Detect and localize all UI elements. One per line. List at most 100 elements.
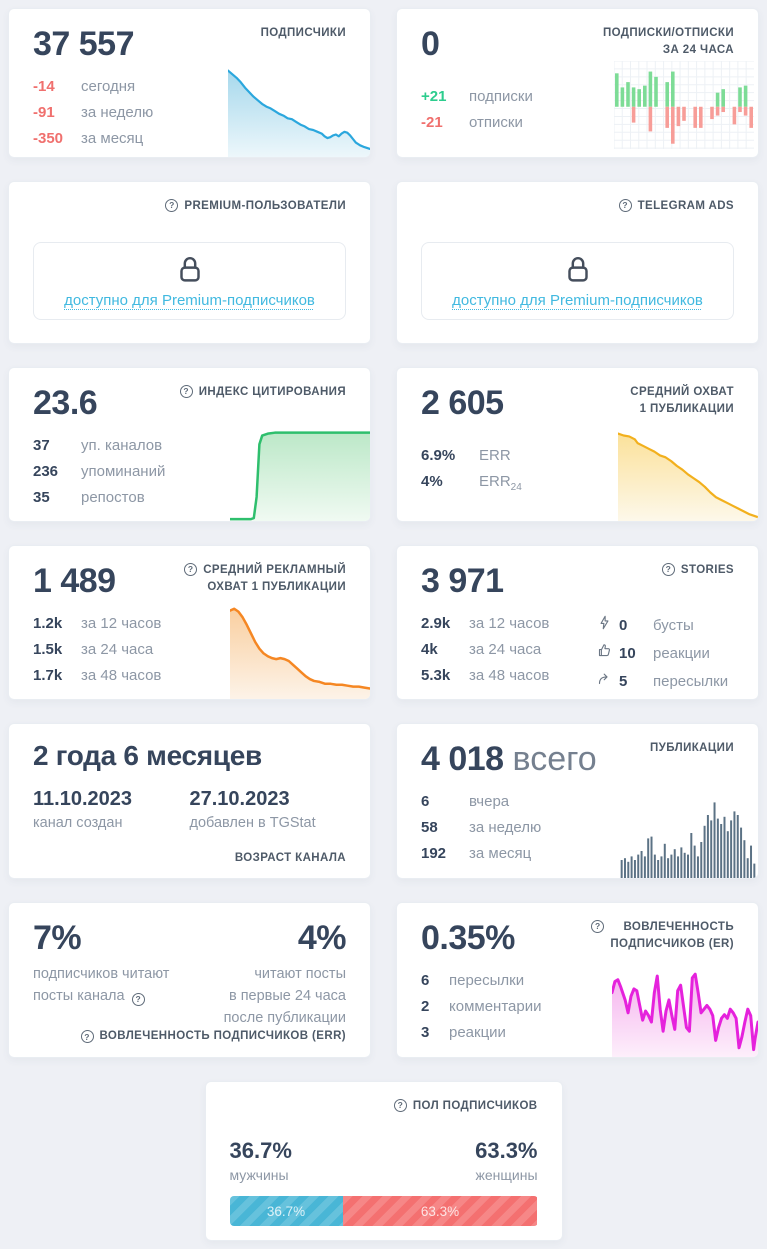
stories-card: 3 971 STORIES 2.9k за 12 часов 4k за 24 … [396,545,759,700]
help-icon[interactable] [184,563,198,576]
stat-row: 10 реакции [597,643,728,662]
help-icon[interactable] [661,563,675,576]
stat-row: -21 отписки [421,114,734,131]
help-icon[interactable] [179,385,193,398]
stat-label: за 24 часа [469,641,542,659]
stat-row: 192 за месяц [421,845,734,862]
telegram-ads-card-title: TELEGRAM ADS [618,198,734,215]
avg-reach-stats: 6.9% ERR 4% ERR24 [421,447,734,493]
card-title-line2: ПОДПИСЧИКОВ (ER) [610,938,734,951]
subs-unsubs-stats: +21 подписки -21 отписки [421,88,734,131]
premium-subscription-link[interactable]: доступно для Premium-подписчиков [452,292,703,309]
channel-added-date: 27.10.2023 [189,788,290,810]
stat-label: за месяц [469,845,532,863]
footer-label: ВОЗРАСТ КАНАЛА [234,852,346,864]
avg-reach-chart [618,426,758,521]
male-label: мужчины [229,1167,289,1183]
stat-value: 5 [619,673,628,691]
stat-row: 2 комментарии [421,998,734,1015]
stat-value: 6 [421,793,430,811]
stat-label: за 24 часа [81,641,154,659]
card-title-label: ПОДПИСЧИКИ [260,27,346,39]
stat-label: уп. каналов [81,437,163,455]
channel-created-block: 11.10.2023 канал создан [33,788,190,831]
err-left-label: подписчиков читают посты канала [33,964,169,1008]
stories-views-stats: 2.9k за 12 часов 4k за 24 часа 5.3k за 4… [421,615,571,690]
help-icon[interactable] [80,1030,94,1043]
err-left-value: 7% [33,919,82,957]
subscribers-card: 37 557 ПОДПИСЧИКИ -14 сегодня -91 за нед… [8,8,371,158]
card-title-label: ПОЛ ПОДПИСЧИКОВ [412,1100,538,1112]
help-icon[interactable] [393,1099,407,1112]
help-icon[interactable] [618,199,632,212]
lock-icon [179,257,200,282]
stat-row: 2.9k за 12 часов [421,615,571,632]
stat-value: 1.5k [33,641,63,659]
gender-bar-female-segment: 63.3% [342,1196,538,1226]
stat-label: комментарии [449,998,542,1016]
citation-index-card: 23.6 ИНДЕКС ЦИТИРОВАНИЯ 37 уп. каналов 2… [8,367,371,522]
avg-reach-value: 2 605 [421,384,504,422]
stat-label: за 12 часов [469,615,550,633]
gender-values-row: 36.7% мужчины 63.3% женщины [230,1138,538,1183]
card-title-line2: ЗА 24 ЧАСА [662,44,734,57]
publications-stats: 6 вчера 58 за неделю 192 за месяц [421,793,734,862]
err-left-label-line2: посты канала [33,987,125,1004]
stat-row: 6.9% ERR [421,447,734,464]
male-percent: 36.7% [229,1138,292,1163]
channel-age-footer: ВОЗРАСТ КАНАЛА [235,852,346,864]
card-title-line1: ПОДПИСКИ/ОТПИСКИ [602,27,734,39]
stat-row: 4% ERR24 [421,473,734,493]
stat-value: 6 [421,972,430,990]
stat-row: 1.5k за 24 часа [33,641,346,658]
stat-value: 37 [33,437,50,455]
card-title-line1: СРЕДНИЙ ОХВАТ [630,386,734,398]
stories-columns: 2.9k за 12 часов 4k за 24 часа 5.3k за 4… [421,615,734,690]
subscribers-count: 37 557 [33,25,135,63]
stat-row: -14 сегодня [33,78,346,95]
card-title-label: TELEGRAM ADS [637,200,734,212]
card-title-label: STORIES [680,564,734,576]
gender-card-title: ПОЛ ПОДПИСЧИКОВ [393,1098,538,1115]
er-stats: 6 пересылки 2 комментарии 3 реакции [421,972,734,1041]
stat-value: 10 [619,645,636,663]
channel-added-block: 27.10.2023 добавлен в TGStat [190,788,347,831]
err-columns: 7% подписчиков читают посты канала 4% чи… [33,919,347,1029]
stat-value: 6.9% [421,447,456,465]
stat-row: 5 пересылки [597,671,728,690]
stat-row: 3 реакции [421,1024,734,1041]
err-right-value: 4% [297,919,347,957]
gender-male-block: 36.7% мужчины [230,1138,292,1183]
help-icon[interactable] [131,992,145,1006]
gender-bar-female-label: 63.3% [420,1203,460,1219]
stat-value: 192 [421,845,447,863]
stat-value: 58 [421,819,438,837]
help-icon[interactable] [591,920,605,933]
gender-ratio-bar: 36.7% 63.3% [229,1196,538,1226]
publications-total: 4 018 всего [421,740,734,779]
err-card: 7% подписчиков читают посты канала 4% чи… [8,902,371,1058]
premium-subscription-link[interactable]: доступно для Premium-подписчиков [64,292,315,309]
stat-value: 1.2k [33,615,63,633]
publications-card: 4 018 всего ПУБЛИКАЦИИ 6 вчера 58 за нед… [396,723,759,879]
female-label: женщины [475,1167,538,1183]
stat-row: 58 за неделю [421,819,734,836]
stat-value: -350 [33,130,64,148]
stat-label: реакции [653,645,710,663]
help-icon[interactable] [165,199,179,212]
stat-row: 0 бусты [597,615,728,634]
stat-row: 236 упоминаний [33,463,346,480]
stat-label: подписки [469,88,533,106]
thumb-up-icon [597,643,619,658]
stat-value: 35 [33,489,50,507]
lock-icon [567,257,588,282]
forward-icon [597,671,619,686]
stat-label: ERR [479,447,511,465]
er-value: 0.35% [421,919,515,957]
err-left-label-line1: подписчиков читают [33,966,170,983]
citation-index-value: 23.6 [33,384,98,422]
avg-ad-reach-chart [230,604,370,699]
channel-age-value: 2 года 6 месяцев [33,740,262,771]
stat-value: +21 [421,88,447,106]
